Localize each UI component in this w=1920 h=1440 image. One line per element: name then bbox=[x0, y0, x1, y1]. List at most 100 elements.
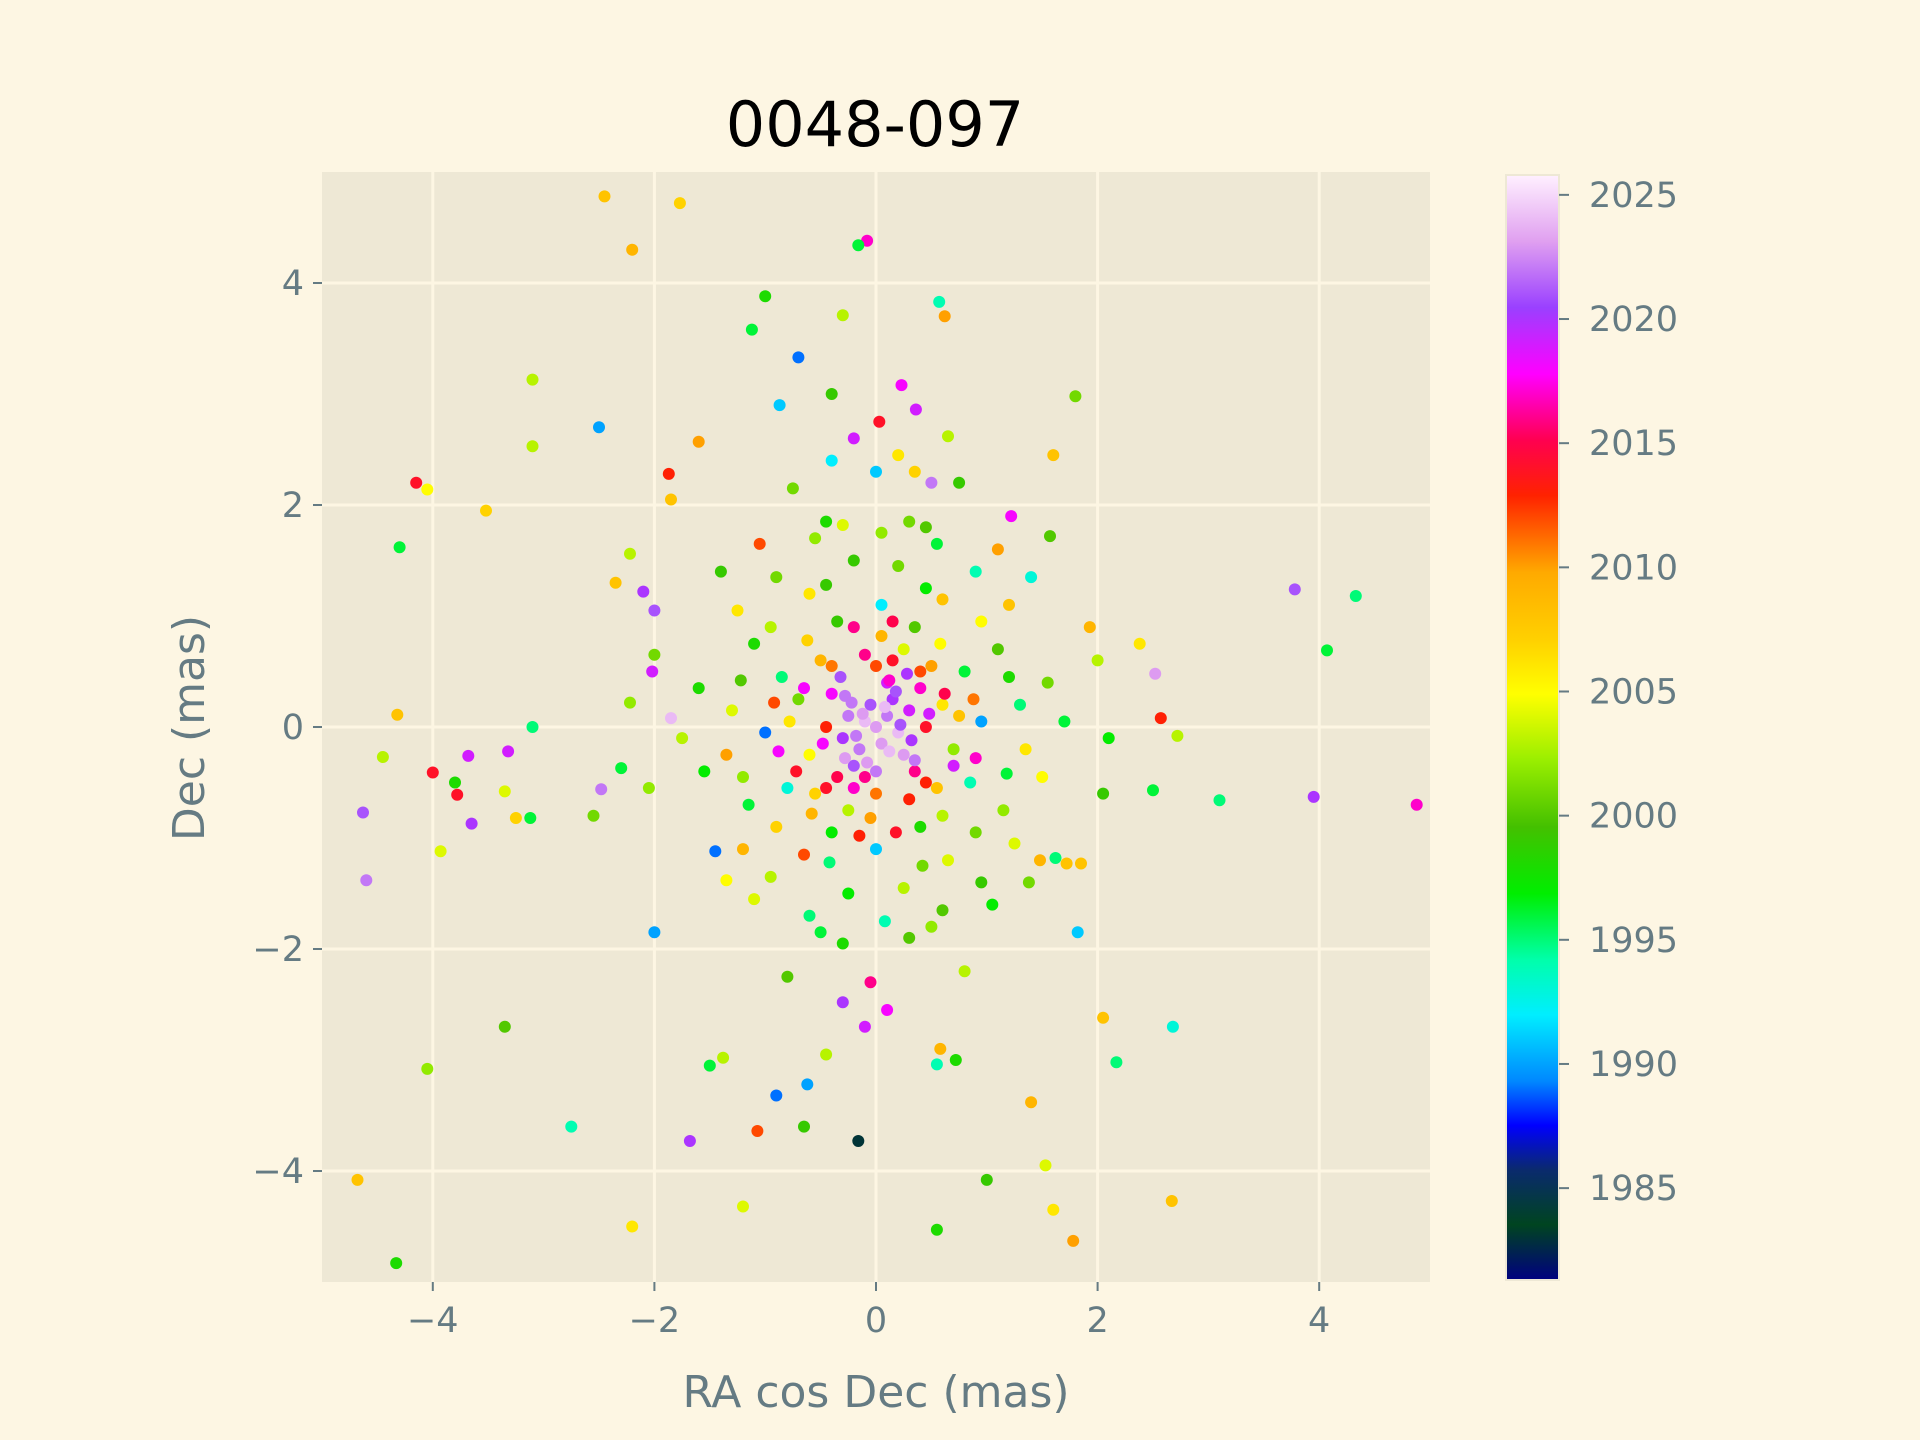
x-tick-label: −2 bbox=[629, 1301, 681, 1341]
data-point bbox=[820, 578, 833, 591]
data-point bbox=[1091, 654, 1104, 667]
data-point bbox=[936, 904, 949, 917]
data-point bbox=[881, 1004, 894, 1016]
data-point bbox=[759, 726, 772, 739]
data-point bbox=[1014, 698, 1026, 711]
data-point bbox=[997, 804, 1010, 817]
data-point bbox=[720, 874, 733, 887]
data-point bbox=[1058, 715, 1071, 728]
data-point bbox=[986, 898, 999, 911]
data-point bbox=[897, 643, 910, 656]
data-point bbox=[737, 1200, 749, 1213]
data-point bbox=[745, 323, 758, 336]
data-point bbox=[792, 351, 805, 364]
data-point bbox=[1410, 798, 1423, 811]
data-point bbox=[878, 701, 891, 713]
data-point bbox=[434, 845, 447, 858]
data-point bbox=[845, 696, 858, 709]
data-point bbox=[1025, 571, 1038, 584]
data-point bbox=[798, 1120, 810, 1133]
data-point bbox=[376, 751, 389, 763]
data-point bbox=[673, 197, 686, 210]
colorbar-ticks: 1985 1990 1995 2000 2005 2010 2015 2020 2025 bbox=[1559, 176, 1678, 1209]
data-point bbox=[1075, 857, 1087, 870]
data-point bbox=[942, 430, 954, 443]
data-point bbox=[842, 709, 855, 722]
data-point bbox=[949, 1054, 962, 1066]
colorbar-tick-label: 1995 bbox=[1589, 921, 1678, 961]
data-point bbox=[609, 576, 622, 589]
data-point bbox=[853, 743, 866, 756]
data-point bbox=[836, 732, 849, 745]
y-tick-label: −4 bbox=[252, 1152, 304, 1192]
data-point bbox=[875, 526, 888, 539]
data-point bbox=[1008, 837, 1021, 850]
x-axis-ticks: −4 −2 0 2 4 bbox=[407, 1282, 1330, 1341]
data-point bbox=[759, 290, 772, 303]
data-point bbox=[969, 826, 982, 839]
data-point bbox=[886, 615, 899, 628]
data-point bbox=[792, 693, 805, 706]
data-point bbox=[1003, 671, 1015, 683]
y-tick-label: 4 bbox=[282, 264, 304, 304]
data-point bbox=[852, 239, 865, 252]
data-point bbox=[930, 537, 943, 550]
data-point bbox=[615, 762, 628, 775]
data-point bbox=[969, 752, 982, 765]
data-point bbox=[936, 809, 949, 822]
data-point bbox=[783, 715, 796, 728]
data-point bbox=[565, 1120, 578, 1133]
data-point bbox=[498, 1020, 511, 1033]
data-point bbox=[930, 782, 943, 794]
data-point bbox=[360, 874, 373, 887]
data-point bbox=[947, 743, 960, 756]
data-point bbox=[646, 665, 659, 678]
data-point bbox=[930, 1058, 943, 1071]
data-point bbox=[858, 1020, 871, 1033]
data-point bbox=[526, 440, 539, 453]
data-point bbox=[925, 920, 938, 933]
data-point bbox=[357, 806, 369, 819]
data-point bbox=[847, 782, 860, 794]
data-point bbox=[1213, 794, 1226, 807]
data-point bbox=[1133, 637, 1146, 650]
data-point bbox=[847, 621, 860, 634]
data-point bbox=[1036, 771, 1049, 783]
data-point bbox=[916, 859, 929, 872]
colorbar-tick-label: 2005 bbox=[1589, 672, 1678, 712]
data-point bbox=[637, 585, 650, 598]
data-point bbox=[919, 521, 932, 534]
data-point bbox=[720, 748, 733, 761]
data-point bbox=[801, 634, 814, 647]
data-point bbox=[834, 671, 847, 683]
data-point bbox=[991, 543, 1004, 556]
data-point bbox=[770, 571, 783, 584]
data-point bbox=[980, 1173, 993, 1186]
data-point bbox=[648, 648, 661, 661]
data-point bbox=[737, 843, 749, 856]
data-point bbox=[465, 817, 478, 830]
data-point bbox=[451, 788, 464, 801]
y-axis-ticks: −4 −2 0 2 4 bbox=[252, 264, 322, 1192]
data-point bbox=[823, 856, 836, 869]
data-point bbox=[934, 637, 947, 650]
data-point bbox=[662, 467, 675, 480]
data-point bbox=[426, 766, 439, 779]
data-point bbox=[991, 643, 1004, 656]
data-point bbox=[737, 771, 749, 783]
data-point bbox=[875, 630, 888, 642]
data-point bbox=[1049, 852, 1062, 864]
data-point bbox=[919, 776, 932, 789]
data-point bbox=[925, 660, 938, 672]
data-point bbox=[883, 674, 896, 687]
x-tick-label: −4 bbox=[407, 1301, 459, 1341]
data-point bbox=[421, 1062, 434, 1075]
data-point bbox=[1067, 1234, 1080, 1247]
data-point bbox=[595, 783, 608, 796]
data-point bbox=[1025, 1096, 1038, 1109]
data-point bbox=[864, 812, 877, 824]
data-point bbox=[903, 793, 916, 806]
x-tick-label: 4 bbox=[1308, 1301, 1330, 1341]
data-point bbox=[772, 745, 785, 758]
data-point bbox=[820, 782, 833, 794]
